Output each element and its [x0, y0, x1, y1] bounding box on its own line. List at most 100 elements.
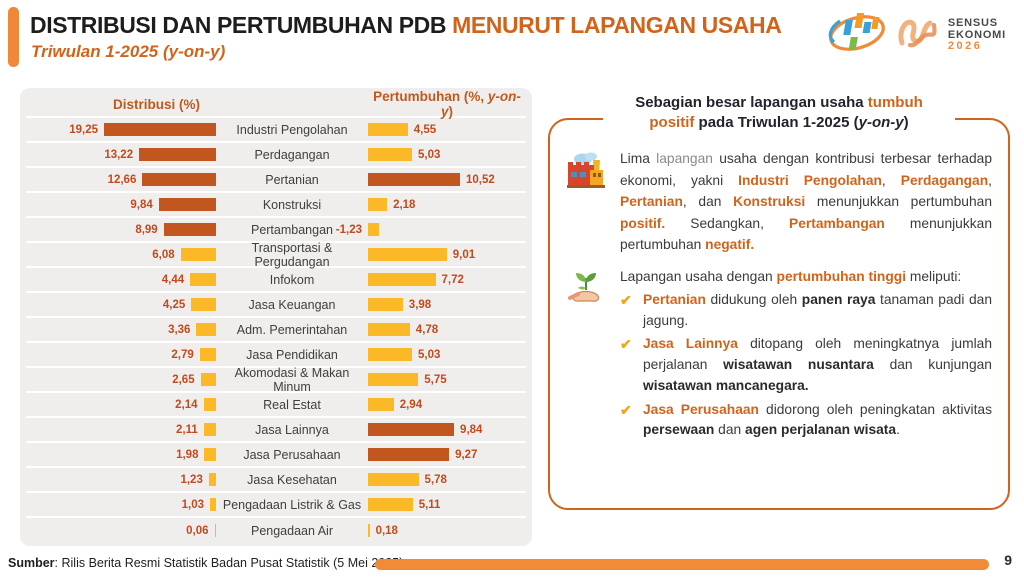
paragraph-contribution-text: Lima lapangan usaha dengan kontribusi te…	[620, 148, 992, 256]
growth-bar	[368, 323, 410, 336]
table-row: 2,65 Akomodasi & Makan Minum 5,75	[26, 365, 526, 394]
growth-value: 5,03	[417, 148, 441, 161]
distribution-cell: 4,25	[26, 298, 216, 311]
distribution-value: 6,08	[152, 248, 175, 261]
bps-logo-icon	[826, 8, 888, 63]
growth-column-header: Pertumbuhan (%, y-on-y)	[373, 89, 521, 119]
source-label: Sumber	[8, 556, 55, 570]
distribution-cell: 9,84	[26, 198, 216, 211]
distribution-cell: 8,99	[26, 223, 216, 236]
distribution-bar	[203, 423, 216, 436]
growth-bar	[368, 448, 450, 461]
growth-cell: 9,27	[368, 448, 526, 461]
growth-value: 9,84	[460, 423, 483, 436]
distribution-cell: 4,44	[26, 273, 216, 286]
distribution-value: 1,23	[180, 473, 203, 486]
text-segment: )	[903, 114, 909, 132]
text-segment: Pertanian	[643, 292, 706, 308]
growth-cell: 5,75	[368, 373, 526, 386]
high-growth-intro: Lapangan usaha dengan pertumbuhan tinggi…	[620, 266, 992, 288]
text-segment: Perdagangan	[900, 172, 989, 188]
seedling-hand-icon	[562, 266, 610, 441]
text-segment: pada Triwulan 1-2025 (	[694, 114, 859, 132]
distribution-cell: 12,66	[26, 173, 216, 186]
category-label: Industri Pengolahan	[236, 122, 348, 137]
growth-cell: 9,84	[368, 423, 526, 436]
distribution-bar	[208, 473, 216, 486]
distribution-bar	[191, 298, 216, 311]
growth-value: 4,78	[415, 323, 439, 336]
growth-bar	[368, 348, 412, 361]
text-segment: dan	[714, 422, 746, 438]
distribution-value: 2,65	[172, 373, 195, 386]
logo-area: SENSUS EKONOMI 2026	[826, 8, 1006, 63]
distribution-value: 4,25	[162, 298, 186, 311]
bullet-item: ✔ Pertanian didukung oleh panen raya tana…	[620, 290, 992, 331]
distribution-bar	[180, 248, 216, 261]
checkmark-icon: ✔	[620, 336, 632, 353]
summary-info-box: Sebagian besar lapangan usaha tumbuh pos…	[548, 93, 1010, 510]
table-row: 1,23 Jasa Kesehatan 5,78	[26, 468, 526, 493]
growth-value: 10,52	[466, 173, 495, 186]
text-segment: Industri Pengolahan	[738, 172, 882, 188]
factory-icon	[562, 148, 610, 256]
text-segment: agen perjalanan wisata	[745, 422, 897, 438]
distribution-value: 12,66	[107, 173, 137, 186]
distribution-column-header: Distribusi (%)	[112, 96, 200, 112]
growth-cell: 2,94	[368, 398, 526, 411]
growth-bar	[368, 298, 403, 311]
category-label: Real Estat	[263, 397, 321, 412]
text-segment: Sedangkan,	[665, 215, 790, 231]
text-segment: dan kunjungan	[873, 357, 992, 373]
text-segment: Pertambangan	[789, 215, 885, 231]
category-label: Akomodasi & Makan Minum	[234, 365, 350, 394]
distribution-cell: 0,06	[26, 524, 216, 537]
distribution-bar	[142, 173, 216, 186]
distribution-bar	[158, 198, 216, 211]
distribution-bar	[204, 448, 216, 461]
sensus-line2: EKONOMI	[947, 28, 1006, 41]
text-segment: usaha dengan kontribusi terbesar terhada…	[620, 151, 992, 188]
text-segment: negatif.	[705, 237, 755, 253]
table-row: 2,11 Jasa Lainnya 9,84	[26, 418, 526, 443]
distribution-bar	[200, 373, 216, 386]
distribution-cell: 2,65	[26, 373, 216, 386]
growth-value: 5,11	[418, 498, 441, 511]
section-high-growth-text: Lapangan usaha dengan pertumbuhan tinggi…	[620, 266, 992, 441]
text-segment: didukung oleh	[705, 292, 802, 308]
distribution-value: 9,84	[130, 198, 153, 211]
category-label: Adm. Pemerintahan	[236, 322, 348, 337]
bullet-list: ✔ Pertanian didukung oleh panen raya tana…	[620, 290, 992, 441]
checkmark-icon: ✔	[620, 292, 632, 309]
table-row: 3,36 Adm. Pemerintahan 4,78	[26, 318, 526, 343]
distribution-value: 3,36	[168, 323, 191, 336]
distribution-bar	[190, 273, 216, 286]
growth-value: 3,98	[408, 298, 432, 311]
table-row: 8,99 Pertambangan -1,23	[26, 218, 526, 243]
category-label: Pengadaan Air	[250, 523, 333, 538]
text-segment: pertumbuhan tinggi	[776, 268, 907, 284]
distribution-value: 4,44	[161, 273, 185, 286]
growth-cell: 10,52	[368, 173, 526, 186]
growth-bar	[368, 148, 412, 161]
growth-bar	[368, 473, 419, 486]
growth-value: 9,27	[455, 448, 478, 461]
growth-value: 5,75	[424, 373, 447, 386]
growth-bar	[368, 373, 419, 386]
growth-value: 2,94	[399, 398, 423, 411]
growth-cell: 9,01	[368, 248, 526, 261]
growth-bar	[368, 173, 460, 186]
page-subtitle: Triwulan 1-2025 (y-on-y)	[31, 42, 226, 61]
chart-column-headers: Distribusi (%) Pertumbuhan (%, y-on-y)	[26, 89, 526, 119]
text-segment: menunjukkan pertumbuhan	[620, 215, 992, 253]
text-segment: Pertanian	[620, 194, 683, 210]
category-label: Jasa Kesehatan	[247, 472, 337, 487]
growth-cell: 2,18	[368, 198, 526, 211]
growth-value: 5,78	[424, 473, 447, 486]
distribution-value: 1,98	[176, 448, 199, 461]
table-row: 1,03 Pengadaan Listrik & Gas 5,11	[26, 493, 526, 518]
category-label: Jasa Lainnya	[255, 422, 329, 437]
distribution-cell: 6,08	[26, 248, 216, 261]
distribution-value: 2,14	[175, 398, 198, 411]
page-number: 9	[1004, 552, 1012, 568]
